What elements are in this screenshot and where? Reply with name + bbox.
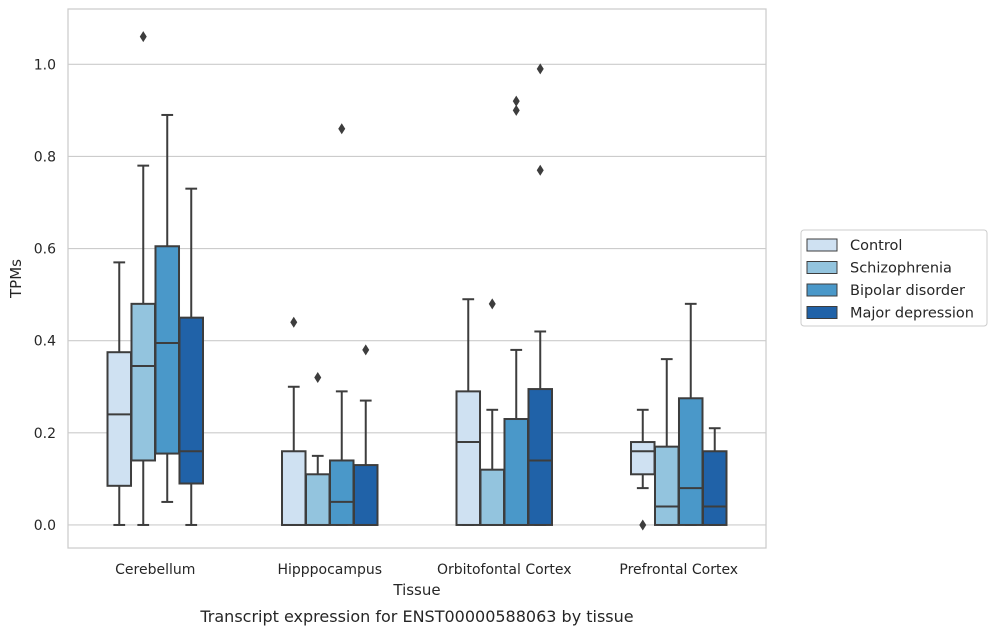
y-axis-title: TPMs: [7, 259, 25, 299]
legend-label: Major depression: [850, 306, 974, 322]
outlier-point: [139, 31, 147, 43]
box-0-3: [178, 187, 204, 526]
box-2-1: [479, 298, 506, 526]
box-body: [328, 459, 355, 526]
x-tick-label: Hipppocampus: [277, 562, 382, 578]
box-body: [653, 445, 680, 526]
box-body: [106, 351, 133, 487]
box-body: [304, 473, 331, 526]
legend-frame: [800, 229, 988, 327]
outlier-point: [488, 298, 496, 310]
x-tick-label: Cerebellum: [115, 562, 195, 578]
box-body: [154, 245, 181, 455]
box-0-0: [106, 261, 133, 526]
y-tick-label: 0.4: [34, 334, 56, 350]
box-body: [527, 388, 553, 526]
box-body: [503, 418, 530, 526]
box-body: [281, 450, 307, 526]
box-body: [677, 397, 704, 526]
legend-swatch: [806, 238, 838, 252]
y-tick-label: 0.6: [34, 242, 56, 258]
y-axis-ticks: 0.0 0.2 0.4 0.6 0.8 1.0: [34, 57, 56, 534]
box-1-0: [281, 316, 307, 526]
box-body: [479, 468, 506, 526]
box-body: [352, 464, 379, 526]
box-2-3: [527, 63, 553, 526]
y-tick-label: 0.2: [34, 426, 56, 442]
box-2-2: [503, 95, 530, 526]
outlier-point: [536, 164, 544, 176]
chart-caption: Transcript expression for ENST0000058806…: [199, 607, 633, 626]
box-3-3: [701, 427, 728, 526]
outlier-point: [290, 316, 298, 328]
box-3-0: [630, 408, 656, 531]
box-body: [455, 390, 482, 526]
x-axis-title: Tissue: [392, 581, 440, 599]
box-3-2: [677, 302, 704, 526]
outlier-point: [362, 344, 370, 356]
box-1-2: [328, 123, 355, 526]
y-tick-label: 0.0: [34, 518, 56, 534]
outlier-point: [536, 63, 544, 75]
x-tick-label: Prefrontal Cortex: [619, 562, 738, 578]
box-2-0: [455, 298, 482, 526]
y-tick-label: 1.0: [34, 57, 56, 73]
y-tick-label: 0.8: [34, 149, 56, 165]
box-body: [630, 441, 656, 476]
legend-swatch: [806, 306, 838, 319]
x-axis-ticks: Cerebellum Hipppocampus Orbitofontal Corte…: [115, 562, 738, 578]
legend-swatch: [806, 261, 838, 274]
box-0-1: [130, 31, 157, 526]
x-tick-label: Orbitofontal Cortex: [437, 562, 572, 578]
outlier-point: [639, 519, 647, 531]
box-body: [130, 302, 157, 462]
legend-label: Schizophrenia: [850, 261, 952, 277]
outlier-point: [512, 104, 520, 116]
box-1-3: [352, 344, 379, 526]
legend-swatch: [806, 283, 838, 297]
box-body: [178, 316, 204, 485]
outlier-point: [512, 95, 520, 107]
legend: Control Schizophrenia Bipolar disorder Majo…: [800, 229, 988, 327]
plot-frame: [67, 8, 767, 549]
box-body: [701, 450, 728, 526]
box-3-1: [653, 358, 680, 526]
outlier-point: [314, 372, 322, 384]
legend-label: Control: [850, 238, 902, 254]
legend-label: Bipolar disorder: [850, 283, 965, 299]
outlier-point: [338, 123, 346, 135]
box-1-1: [304, 372, 331, 526]
box-0-2: [154, 113, 181, 503]
box-groups: [106, 31, 728, 531]
